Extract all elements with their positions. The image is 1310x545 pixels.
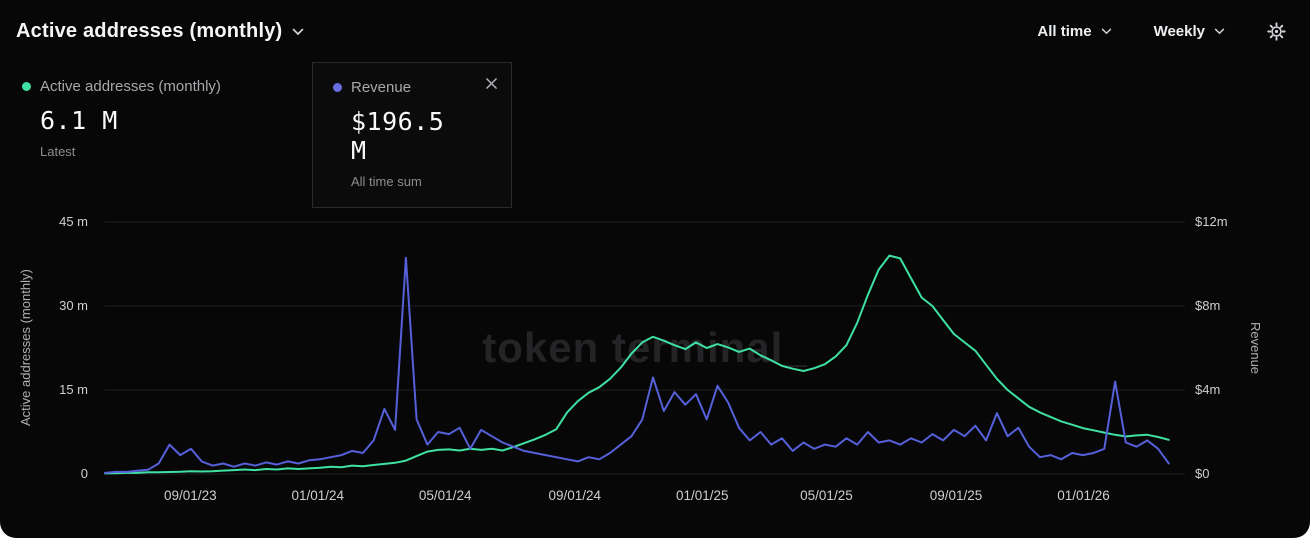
metric-card-revenue[interactable]: Revenue $196.5 M All time sum xyxy=(312,62,512,208)
metric-card-active-addresses[interactable]: Active addresses (monthly) 6.1 M Latest xyxy=(16,62,286,208)
time-range-label: All time xyxy=(1037,23,1092,40)
chevron-down-icon xyxy=(292,28,304,36)
legend-dot-secondary xyxy=(333,83,342,92)
line-chart-plot[interactable] xyxy=(104,221,1185,475)
interval-selector[interactable]: Weekly xyxy=(1154,23,1225,40)
header-controls: All time Weekly xyxy=(1037,22,1286,41)
right-axis-title: Revenue xyxy=(1248,321,1263,375)
metric-value: 6.1 M xyxy=(40,106,118,135)
header: Active addresses (monthly) All time Week… xyxy=(0,0,1310,49)
metric-title-dropdown[interactable]: Active addresses (monthly) xyxy=(16,20,304,43)
x-axis-label: 01/01/25 xyxy=(675,488,729,503)
y-axis-tick-left: 30 m xyxy=(59,298,88,313)
x-axis-label: 01/01/24 xyxy=(291,488,345,503)
interval-label: Weekly xyxy=(1153,23,1205,40)
time-range-selector[interactable]: All time xyxy=(1037,23,1111,40)
metric-sublabel: All time sum xyxy=(351,174,422,189)
y-axis-tick-right: $0 xyxy=(1195,466,1210,481)
y-axis-tick-right: $8m xyxy=(1195,298,1221,313)
x-axis-label: 05/01/25 xyxy=(800,488,853,503)
left-axis-title: Active addresses (monthly) xyxy=(18,269,33,427)
y-axis-tick-left: 15 m xyxy=(59,382,88,397)
y-axis-tick-left: 45 m xyxy=(59,214,88,229)
legend-dot-primary xyxy=(22,82,31,91)
metric-label: Revenue xyxy=(351,79,412,96)
page-title: Active addresses (monthly) xyxy=(16,20,283,42)
remove-metric-button[interactable] xyxy=(485,77,498,90)
x-axis-label: 09/01/24 xyxy=(548,488,602,503)
metric-head: Active addresses (monthly) xyxy=(22,78,266,95)
chart-legend: Active addresses (monthly) 6.1 M Latest … xyxy=(16,62,512,208)
y-axis-tick-right: $12m xyxy=(1195,214,1228,229)
close-icon xyxy=(485,77,498,90)
x-axis-label: 01/01/26 xyxy=(1057,488,1110,503)
chevron-down-icon xyxy=(1101,28,1112,35)
series-line-right xyxy=(104,256,1170,474)
y-axis-tick-right: $4m xyxy=(1195,382,1221,397)
x-axis-label: 09/01/25 xyxy=(929,488,983,503)
chevron-down-icon xyxy=(1214,28,1225,35)
settings-button[interactable] xyxy=(1267,22,1286,41)
gear-icon xyxy=(1267,22,1286,41)
x-axis-label: 05/01/24 xyxy=(418,488,472,503)
metric-sublabel: Latest xyxy=(40,144,76,159)
y-axis-tick-left: 0 xyxy=(80,466,88,481)
series-line-left xyxy=(104,254,1170,475)
metric-head: Revenue xyxy=(333,79,471,96)
chart-area: Active addresses (monthly) Revenue 45 m … xyxy=(0,210,1310,530)
x-axis-label: 09/01/23 xyxy=(164,488,217,503)
metric-value: $196.5 M xyxy=(351,107,445,165)
metric-label: Active addresses (monthly) xyxy=(40,78,221,95)
